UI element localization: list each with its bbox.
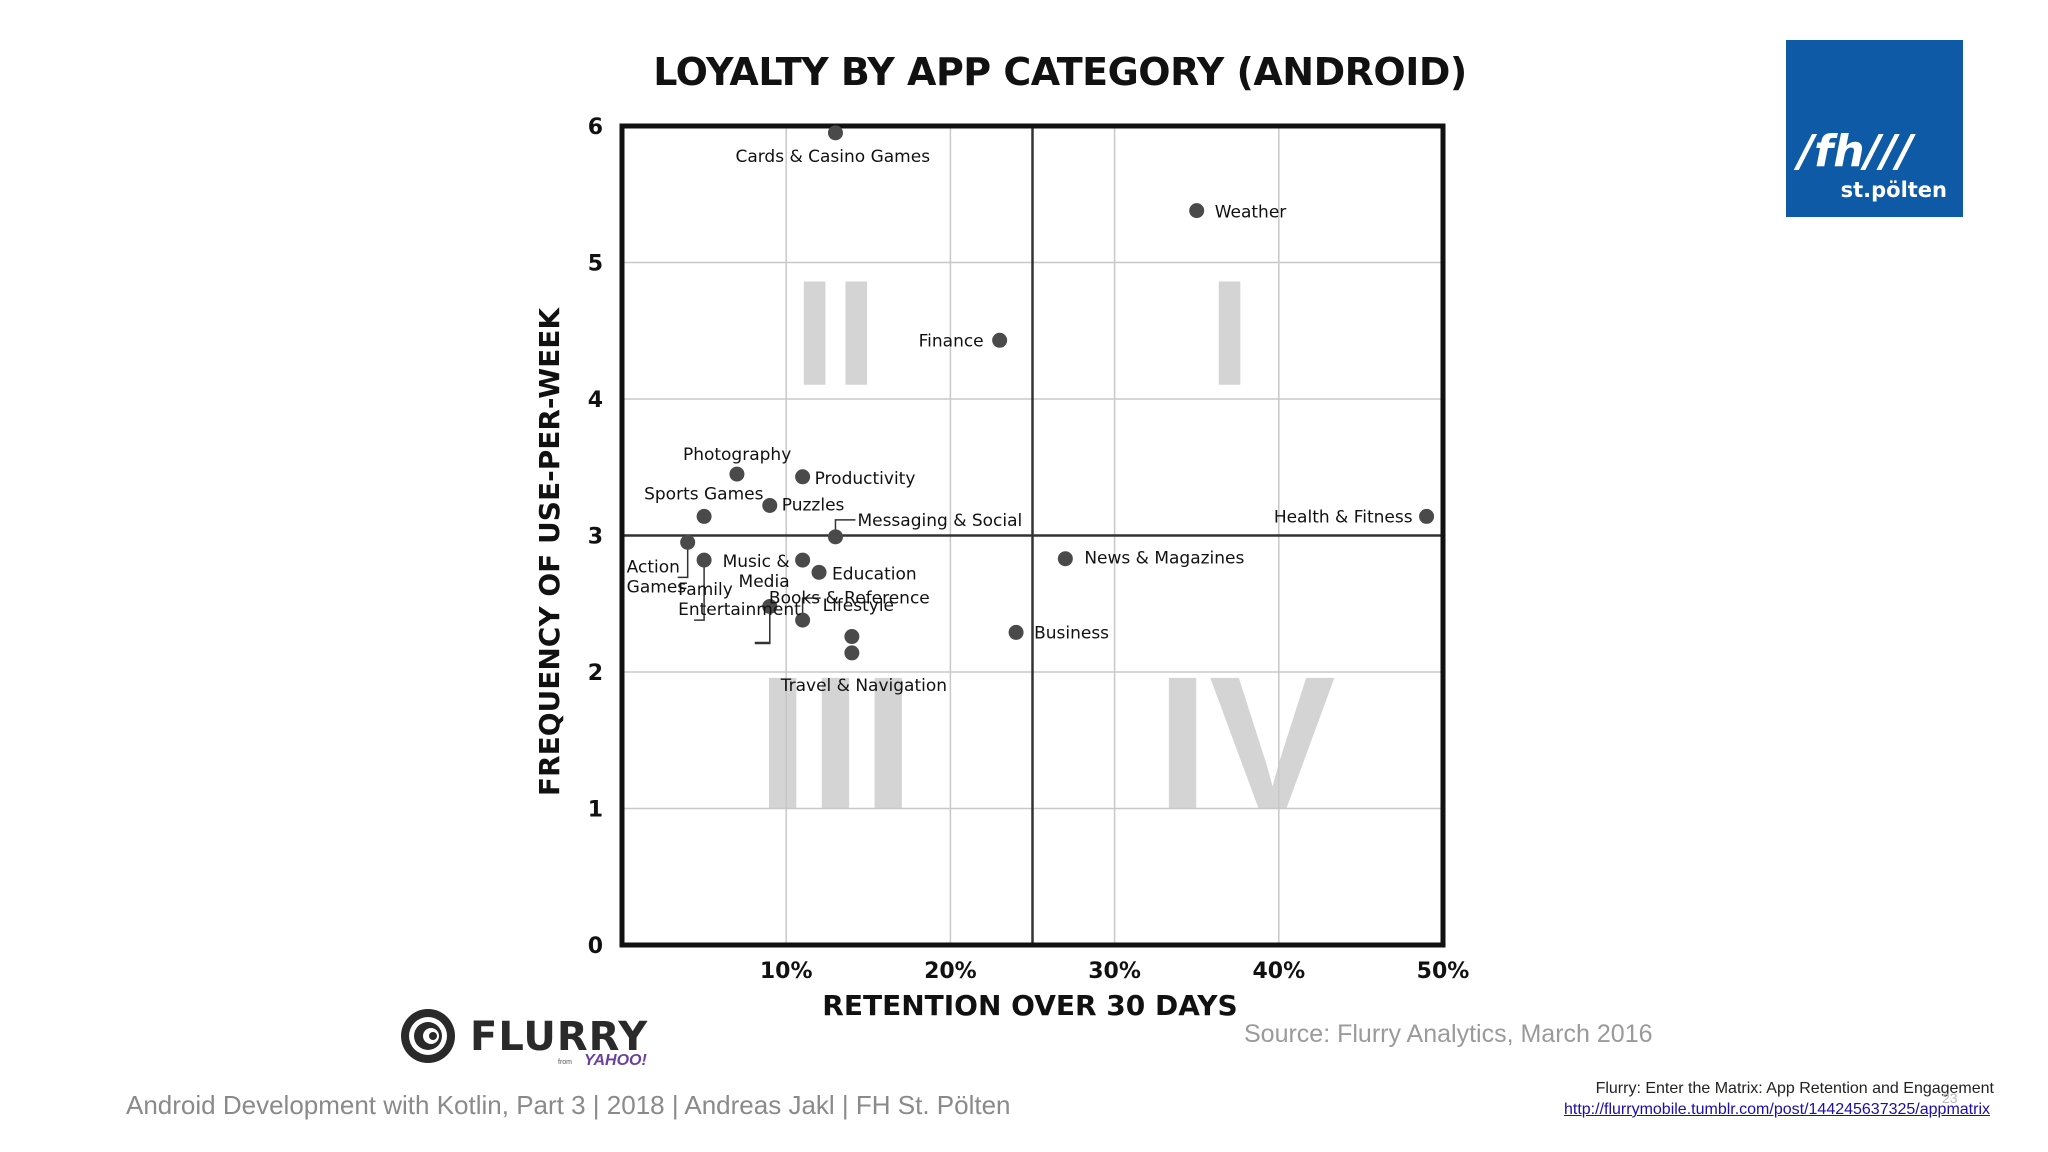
y-axis-title: FREQUENCY OF USE-PER-WEEK: [533, 307, 566, 797]
y-tick-label: 5: [588, 252, 603, 277]
data-label-line: News & Magazines: [1084, 549, 1244, 569]
flurry-logo: FLURRY from YAHOO!: [398, 1004, 658, 1074]
leader-line: [754, 606, 771, 645]
data-point: [795, 469, 811, 485]
fh-st-poelten-logo: /fh/// st.pölten: [1786, 40, 1963, 217]
data-label-line: Games: [627, 577, 687, 597]
data-point: [696, 508, 712, 524]
quadrant-iv-label: IV: [1156, 638, 1336, 850]
flurry-from-text: from: [558, 1059, 572, 1066]
data-label-line: Education: [832, 564, 917, 584]
data-point: [795, 612, 811, 628]
data-point: [827, 529, 843, 545]
data-point: [844, 629, 860, 645]
flurry-swirl-icon: [401, 1009, 455, 1063]
data-label-line: Lifestyle: [823, 596, 894, 616]
data-point: [811, 564, 827, 580]
data-label: Photography: [683, 445, 791, 465]
data-label-line: Entertainment: [678, 600, 801, 620]
x-tick-label: 20%: [924, 959, 977, 984]
chart-title: LOYALTY BY APP CATEGORY (ANDROID): [653, 50, 1467, 94]
fh-logo-mark: /fh///: [1798, 126, 1913, 177]
slide-footer: Android Development with Kotlin, Part 3 …: [126, 1090, 1011, 1120]
data-label: Action Games: [627, 557, 687, 597]
data-label: News & Magazines: [1084, 549, 1244, 569]
data-label-line: Messaging & Social: [857, 511, 1022, 531]
data-label: Sports Games: [644, 484, 764, 504]
data-label: Travel & Navigation: [780, 676, 947, 696]
reference-title: Flurry: Enter the Matrix: App Retention …: [1595, 1080, 1994, 1097]
data-label-line: Books & Reference: [769, 588, 930, 608]
data-label-line: Puzzles: [782, 495, 845, 515]
y-tick-label: 6: [588, 115, 603, 140]
data-point: [992, 332, 1008, 348]
data-point: [729, 466, 745, 482]
x-tick-label: 10%: [760, 959, 813, 984]
data-point: [1419, 508, 1435, 524]
data-label-line: Business: [1034, 623, 1109, 643]
reference-link[interactable]: http://flurrymobile.tumblr.com/post/1442…: [1563, 1101, 1990, 1118]
data-label: Books & Reference: [769, 588, 930, 608]
data-point: [1008, 624, 1024, 640]
data-point: [1189, 203, 1205, 219]
source-note: Source: Flurry Analytics, March 2016: [1244, 1020, 1653, 1048]
data-label: Finance: [919, 331, 984, 351]
y-tick-label: 3: [588, 525, 603, 550]
data-label-line: Music &: [723, 552, 790, 572]
data-label: Puzzles: [782, 495, 845, 515]
data-label: Music & Media: [723, 552, 790, 592]
x-axis-title: RETENTION OVER 30 DAYS: [822, 989, 1237, 1022]
data-label: Cards & Casino Games: [735, 147, 930, 167]
data-label-line: Photography: [683, 445, 791, 465]
data-label-line: Finance: [919, 331, 984, 351]
data-label: Health & Fitness: [1274, 507, 1413, 527]
data-label: Business: [1034, 623, 1109, 643]
plot-frame: [619, 123, 1446, 948]
flurry-wordmark: FLURRY: [470, 1014, 649, 1060]
data-label: Education: [832, 564, 917, 584]
data-label-line: Productivity: [815, 469, 916, 489]
data-label: Productivity: [815, 469, 916, 489]
data-point: [680, 534, 696, 550]
data-label-line: Action: [627, 557, 680, 577]
leader-line: [677, 542, 689, 579]
data-label-line: Travel & Navigation: [780, 676, 947, 696]
data-label-line: Health & Fitness: [1274, 507, 1413, 527]
data-label-line: Sports Games: [644, 484, 764, 504]
page-number: 23: [1942, 1090, 1958, 1106]
y-tick-label: 1: [588, 798, 603, 823]
data-point: [762, 598, 778, 614]
x-tick-label: 50%: [1417, 959, 1470, 984]
data-point: [1057, 551, 1073, 567]
quadrant-iii-label: III: [756, 638, 914, 850]
x-tick-label: 40%: [1252, 959, 1305, 984]
data-point: [844, 645, 860, 661]
yahoo-wordmark: YAHOO!: [584, 1052, 647, 1069]
data-label: Messaging & Social: [857, 511, 1022, 531]
leader-line: [694, 560, 705, 621]
data-label-line: Cards & Casino Games: [735, 147, 930, 167]
data-label-line: Media: [739, 572, 790, 592]
data-label: Family Entertainment: [678, 580, 801, 620]
data-point: [795, 552, 811, 568]
data-point: [827, 125, 843, 141]
quadrant-i-label: I: [1209, 249, 1251, 417]
y-tick-label: 0: [588, 934, 603, 959]
fh-logo-subtitle: st.pölten: [1840, 178, 1947, 202]
data-point: [696, 552, 712, 568]
y-tick-label: 2: [588, 661, 603, 686]
data-label-line: Family: [678, 580, 733, 600]
data-label: Weather: [1215, 203, 1287, 223]
data-label-line: Weather: [1215, 203, 1287, 223]
x-tick-label: 30%: [1088, 959, 1141, 984]
data-point: [762, 497, 778, 513]
y-tick-label: 4: [588, 388, 603, 413]
quadrant-ii-label: II: [794, 249, 877, 417]
data-label: Lifestyle: [823, 596, 894, 616]
